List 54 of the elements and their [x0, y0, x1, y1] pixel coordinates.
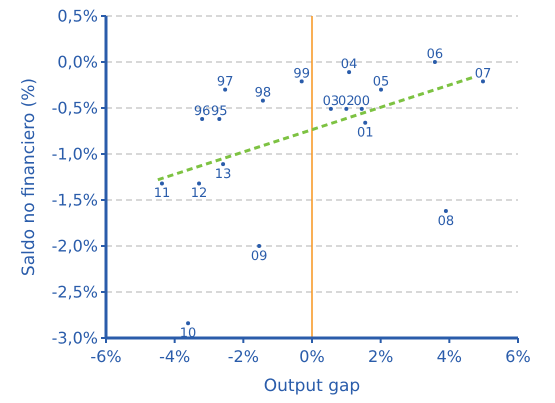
point: [257, 244, 262, 248]
y-tick-label: -0,5%: [52, 98, 98, 118]
series-label: 05: [372, 74, 390, 90]
x-tick-label: 6%: [505, 347, 531, 366]
y-tick-label: -1,5%: [52, 190, 98, 210]
series-label: 99: [293, 66, 310, 82]
series-label: 09: [250, 248, 268, 264]
y-tick-label: -2,5%: [52, 282, 98, 302]
y-tick-label: -2,0%: [52, 236, 98, 256]
point: [160, 181, 164, 186]
point: [186, 321, 190, 326]
point: [480, 79, 485, 84]
x-tick-label: -4%: [159, 347, 190, 366]
point: [347, 70, 352, 74]
series-label: 01: [356, 125, 374, 140]
point: [360, 106, 364, 111]
x-tick-label: 2%: [368, 347, 394, 366]
series-label: 97: [216, 74, 234, 90]
point: [221, 162, 226, 166]
x-tick-label: -6%: [90, 347, 122, 366]
series-label: 07: [474, 66, 492, 82]
x-axis-title: Output gap: [264, 376, 360, 396]
point: [444, 209, 448, 214]
point: [223, 88, 228, 92]
series-label: 11: [154, 186, 170, 202]
point: [300, 79, 304, 84]
y-tick-label: -3,0%: [52, 328, 98, 348]
y-tick-label: -1,0%: [52, 144, 98, 164]
series-label: 03: [322, 94, 340, 109]
point: [217, 117, 222, 122]
series-label: 02: [338, 94, 355, 109]
series-label: 13: [214, 166, 232, 182]
point: [432, 60, 437, 64]
y-axis-title: Saldo no financiero (%): [19, 78, 39, 276]
x-tick-label: 0%: [299, 347, 325, 366]
series-label: 95: [211, 104, 228, 120]
x-tick-label: 4%: [436, 347, 462, 366]
series-label: 98: [254, 86, 272, 101]
series-label: 00: [354, 94, 370, 109]
y-tick-label: 0,0%: [57, 52, 98, 72]
point: [379, 88, 384, 92]
series-label: 96: [194, 104, 210, 120]
point: [328, 106, 333, 111]
series-label: 12: [190, 186, 208, 202]
point: [260, 98, 265, 103]
point: [344, 106, 348, 111]
series-label: 08: [438, 214, 454, 229]
series-label: 04: [340, 57, 358, 72]
y-tick-label: 0,5%: [57, 6, 98, 26]
series-label: 06: [426, 47, 444, 62]
x-tick-label: -2%: [228, 347, 259, 366]
point: [363, 120, 368, 125]
point: [200, 117, 204, 122]
point: [197, 181, 202, 186]
